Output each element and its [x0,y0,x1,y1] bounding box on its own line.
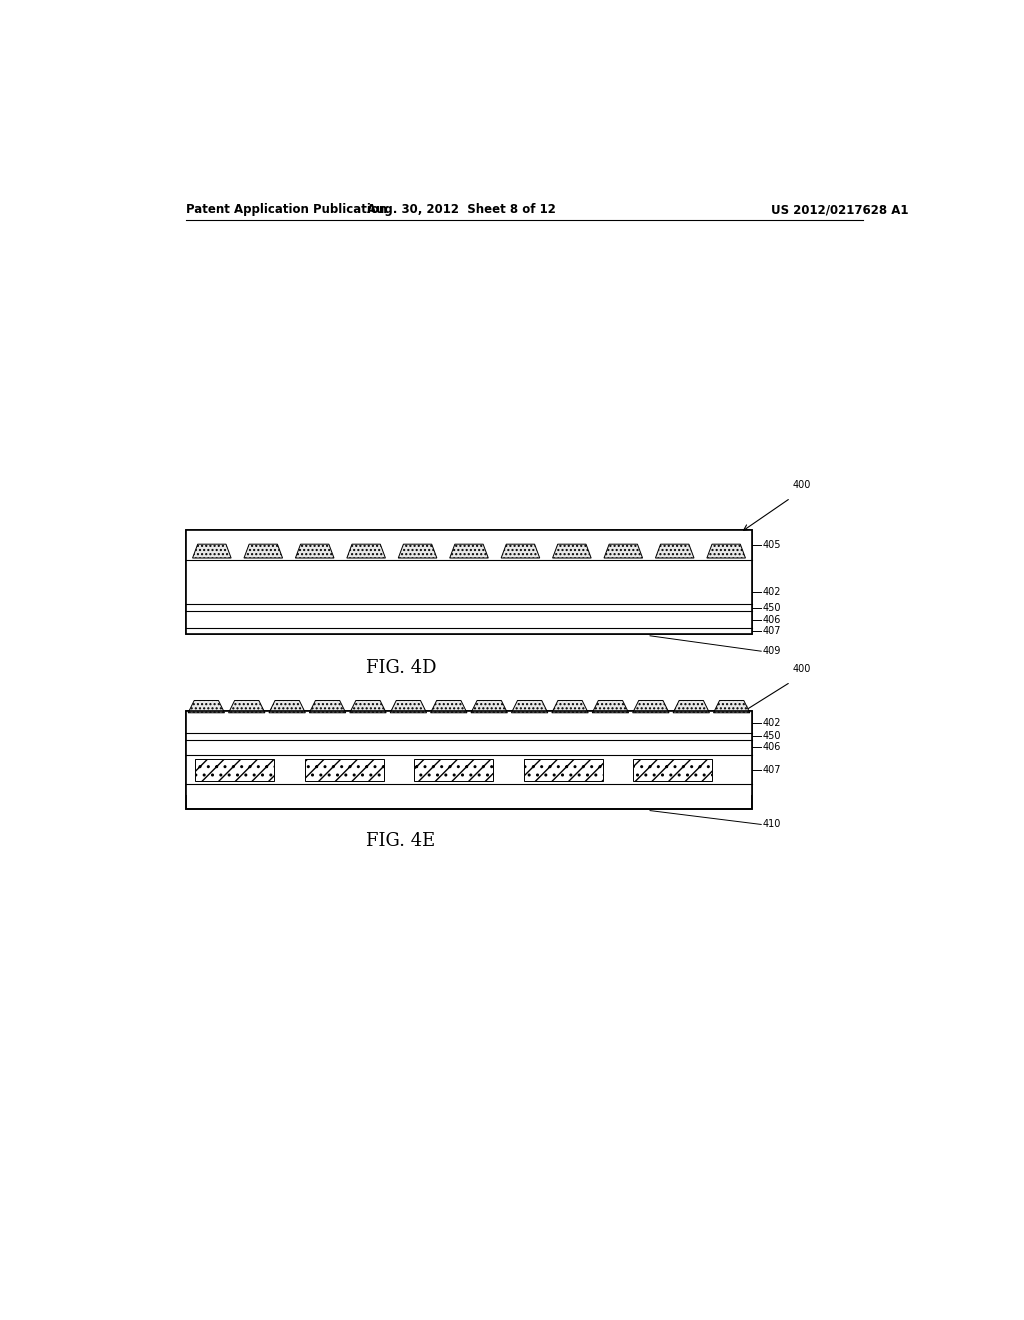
Polygon shape [511,701,548,713]
Bar [186,560,752,605]
Polygon shape [350,701,386,713]
Text: 450: 450 [763,603,781,612]
Bar [186,711,752,733]
Polygon shape [244,544,283,558]
Polygon shape [390,701,427,713]
Text: US 2012/0217628 A1: US 2012/0217628 A1 [771,203,908,216]
Polygon shape [193,544,231,558]
Polygon shape [450,544,488,558]
Polygon shape [309,701,346,713]
Bar [633,759,712,780]
Text: 402: 402 [763,718,781,729]
Bar [186,531,752,635]
Text: 409: 409 [763,647,781,656]
Text: 406: 406 [763,615,781,624]
Polygon shape [714,701,750,713]
Polygon shape [655,544,694,558]
Bar [186,711,752,809]
Text: 410: 410 [763,820,781,829]
Polygon shape [552,701,588,713]
Polygon shape [707,544,745,558]
Polygon shape [188,701,224,713]
Polygon shape [553,544,591,558]
Polygon shape [228,701,265,713]
Text: 407: 407 [763,764,781,775]
Bar [186,739,752,755]
Polygon shape [604,544,643,558]
Bar [196,759,274,780]
Polygon shape [592,701,629,713]
Polygon shape [347,544,385,558]
Bar [186,711,752,809]
Text: 407: 407 [763,626,781,636]
Polygon shape [398,544,437,558]
Text: 400: 400 [793,664,811,675]
Text: FIG. 4E: FIG. 4E [367,832,436,850]
Bar [186,784,752,795]
Polygon shape [295,544,334,558]
Polygon shape [633,701,669,713]
Polygon shape [673,701,710,713]
Polygon shape [431,701,467,713]
Text: 400: 400 [793,480,811,490]
Bar [186,605,752,611]
Bar [186,531,752,635]
Bar [186,733,752,739]
Polygon shape [501,544,540,558]
Text: FIG. 4D: FIG. 4D [366,659,436,677]
Bar [415,759,494,780]
Text: 402: 402 [763,587,781,597]
Bar [523,759,602,780]
Bar [305,759,384,780]
Text: 450: 450 [763,731,781,742]
Polygon shape [269,701,305,713]
Text: Aug. 30, 2012  Sheet 8 of 12: Aug. 30, 2012 Sheet 8 of 12 [367,203,556,216]
Bar [186,755,752,784]
Bar [186,628,752,635]
Text: 406: 406 [763,742,781,752]
Text: 405: 405 [763,540,781,550]
Bar [186,611,752,628]
Text: Patent Application Publication: Patent Application Publication [186,203,387,216]
Polygon shape [471,701,507,713]
Bar [186,531,752,560]
